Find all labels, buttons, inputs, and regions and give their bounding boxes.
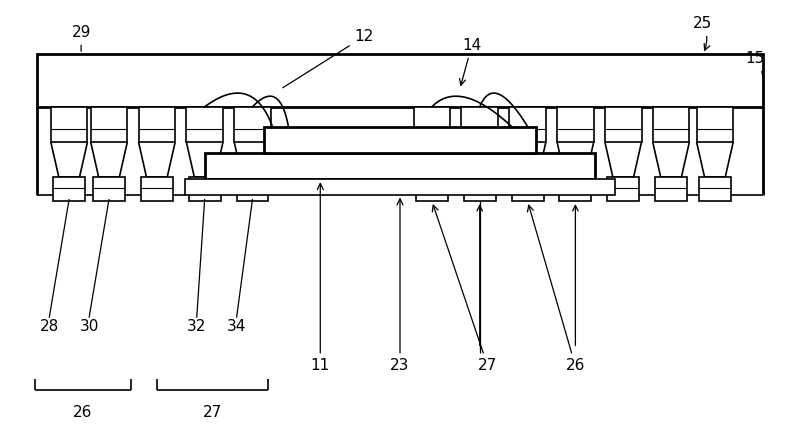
- Bar: [138, 107, 175, 142]
- Bar: [607, 177, 639, 201]
- Text: 26: 26: [73, 404, 92, 419]
- Bar: [699, 177, 731, 201]
- Text: 12: 12: [282, 29, 374, 88]
- Bar: [464, 177, 496, 201]
- Bar: [54, 177, 85, 201]
- Bar: [462, 107, 498, 142]
- Bar: [186, 107, 223, 142]
- Bar: [90, 107, 127, 142]
- Bar: [189, 177, 221, 201]
- Text: 28: 28: [39, 319, 59, 334]
- Bar: [265, 126, 535, 153]
- Bar: [205, 153, 595, 179]
- Bar: [51, 107, 87, 142]
- Bar: [653, 107, 690, 142]
- Bar: [512, 177, 543, 201]
- Bar: [655, 177, 687, 201]
- Text: 29: 29: [71, 25, 90, 51]
- Bar: [414, 107, 450, 142]
- Bar: [559, 177, 591, 201]
- Bar: [38, 54, 762, 107]
- Text: 23: 23: [390, 199, 410, 373]
- Text: 26: 26: [527, 205, 585, 373]
- Bar: [605, 107, 642, 142]
- Text: 11: 11: [310, 183, 330, 373]
- Bar: [234, 107, 271, 142]
- Text: 14: 14: [459, 38, 482, 85]
- Text: 25: 25: [694, 16, 713, 50]
- Bar: [416, 177, 448, 201]
- Bar: [697, 107, 734, 142]
- Bar: [510, 107, 546, 142]
- Bar: [141, 177, 173, 201]
- Text: 34: 34: [227, 319, 246, 334]
- Bar: [237, 177, 269, 201]
- Text: 15: 15: [745, 51, 764, 78]
- Bar: [185, 179, 615, 194]
- Text: 27: 27: [203, 404, 222, 419]
- Bar: [93, 177, 125, 201]
- Text: 32: 32: [187, 319, 206, 334]
- Bar: [557, 107, 594, 142]
- Text: 30: 30: [79, 319, 98, 334]
- Text: 27: 27: [432, 205, 498, 373]
